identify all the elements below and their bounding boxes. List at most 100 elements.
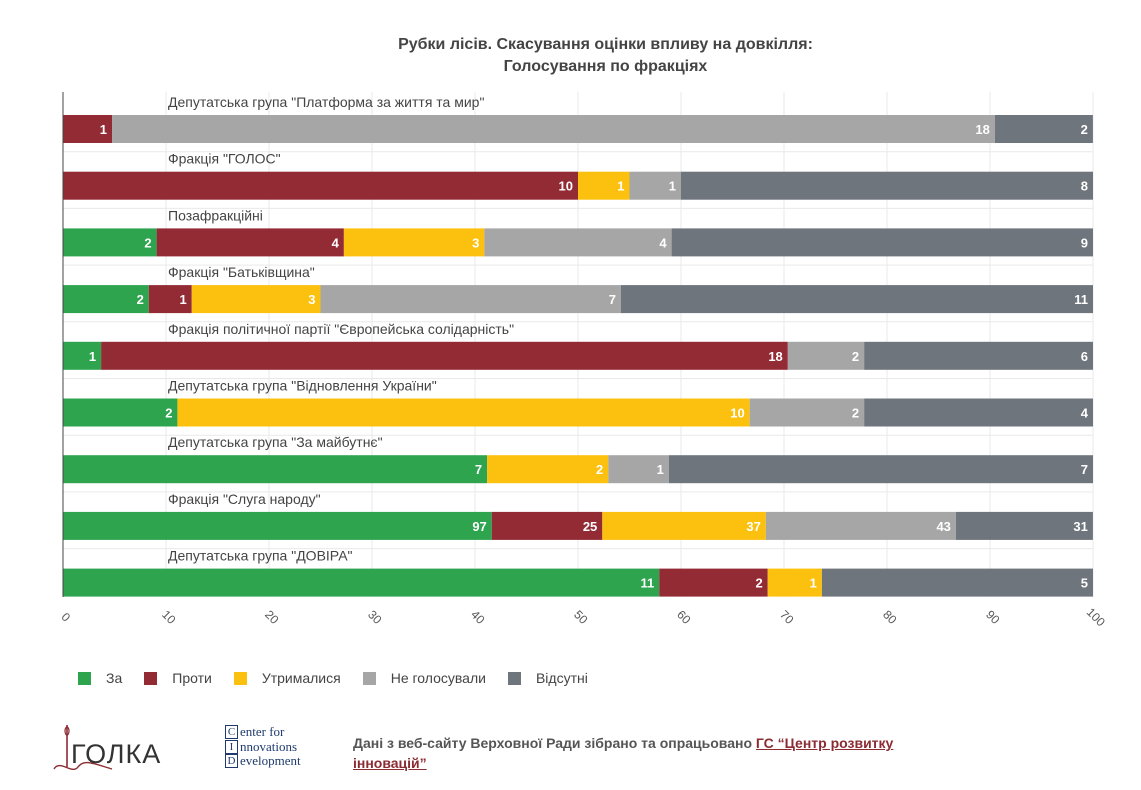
legend-swatch-utrymalysia bbox=[233, 671, 247, 685]
data-label: 37 bbox=[746, 519, 760, 534]
cid-word: enter for bbox=[240, 724, 285, 739]
data-label: 11 bbox=[1074, 292, 1088, 307]
legend-item-utrymalysia[interactable]: Утрималися bbox=[233, 670, 341, 686]
x-tick-label: 10 bbox=[159, 607, 179, 627]
bar-segment bbox=[112, 115, 995, 143]
data-label: 2 bbox=[165, 406, 172, 421]
bar-segment bbox=[668, 455, 1093, 484]
bar-segment bbox=[491, 511, 603, 540]
data-label: 4 bbox=[1081, 406, 1089, 421]
x-tick-label: 90 bbox=[983, 607, 1003, 627]
bar-segment bbox=[767, 568, 822, 597]
legend-swatch-proty bbox=[144, 671, 158, 685]
x-tick-label: 100 bbox=[1084, 605, 1108, 629]
golka-logo-text: ГОЛКА bbox=[71, 739, 162, 769]
category-label: Депутатська група "За майбутнє" bbox=[168, 434, 383, 450]
bar-segment bbox=[63, 341, 102, 370]
bar-segment bbox=[955, 511, 1093, 540]
bar-segment bbox=[177, 398, 750, 427]
legend-swatch-vidsutni bbox=[507, 671, 521, 685]
data-label: 2 bbox=[852, 349, 859, 364]
bar-segment bbox=[681, 171, 1093, 200]
data-label: 2 bbox=[137, 292, 144, 307]
bar-segment bbox=[671, 228, 1093, 257]
bar-segment bbox=[864, 341, 1093, 370]
category-label: Депутатська група "Платформа за життя та… bbox=[168, 94, 484, 110]
cid-initial: I bbox=[225, 739, 238, 754]
data-label: 2 bbox=[755, 576, 762, 591]
legend-label-proty: Проти bbox=[172, 670, 212, 686]
data-label: 18 bbox=[768, 349, 782, 364]
x-tick-label: 30 bbox=[365, 607, 385, 627]
cid-initial: C bbox=[225, 725, 238, 740]
data-label: 10 bbox=[559, 179, 573, 194]
bar-segment bbox=[994, 115, 1093, 143]
data-label: 11 bbox=[641, 576, 655, 591]
data-label: 2 bbox=[852, 406, 859, 421]
x-tick-label: 0 bbox=[59, 610, 74, 625]
bar-segment bbox=[191, 285, 321, 314]
legend-item-za[interactable]: За bbox=[78, 670, 122, 686]
cid-line: C enter for bbox=[225, 724, 301, 740]
bar-segment bbox=[63, 568, 660, 597]
data-label: 1 bbox=[657, 462, 664, 477]
data-label: 10 bbox=[730, 406, 744, 421]
bar-segment bbox=[63, 511, 492, 540]
data-label: 1 bbox=[669, 179, 676, 194]
legend-label-vidsutni: Відсутні bbox=[535, 670, 588, 686]
bar-segment bbox=[101, 341, 788, 370]
bar-segment bbox=[602, 511, 766, 540]
legend-label-ne-holosuvaly: Не голосували bbox=[390, 670, 486, 686]
data-label: 1 bbox=[617, 179, 624, 194]
chart-title-line-1: Рубки лісів. Скасування оцінки впливу на… bbox=[398, 36, 813, 53]
category-label: Депутатська група "Відновлення України" bbox=[168, 378, 437, 394]
source-note: Дані з веб-сайту Верховної Ради зібрано … bbox=[353, 733, 953, 773]
data-label: 2 bbox=[1081, 122, 1088, 137]
category-label: Фракція "Батьківщина" bbox=[168, 264, 315, 280]
bar-segment bbox=[343, 228, 485, 257]
bar-segment bbox=[63, 455, 488, 484]
bar-segment bbox=[63, 228, 157, 257]
bar-segment bbox=[749, 398, 865, 427]
bar-segment bbox=[63, 115, 113, 143]
bar-segment bbox=[578, 171, 630, 200]
category-label: Фракція політичної партії "Європейська с… bbox=[168, 321, 514, 337]
data-label: 1 bbox=[180, 292, 187, 307]
data-label: 7 bbox=[475, 462, 482, 477]
legend-item-ne-holosuvaly[interactable]: Не голосували bbox=[362, 670, 486, 686]
data-label: 8 bbox=[1081, 179, 1088, 194]
data-label: 2 bbox=[144, 235, 151, 250]
data-label: 1 bbox=[89, 349, 96, 364]
cid-word: evelopment bbox=[240, 753, 301, 768]
source-link[interactable]: ГС “Центр розвитку інновацій” bbox=[353, 735, 894, 771]
cid-line: D evelopment bbox=[225, 753, 301, 769]
data-label: 2 bbox=[596, 462, 603, 477]
bar-segment bbox=[156, 228, 344, 257]
cid-word: nnovations bbox=[240, 738, 298, 754]
legend-swatch-za bbox=[78, 671, 91, 685]
bar-segment bbox=[484, 228, 672, 257]
cid-initial: D bbox=[225, 754, 238, 769]
data-label: 3 bbox=[472, 235, 479, 250]
bar-segment bbox=[864, 398, 1093, 427]
bar-segment bbox=[620, 285, 1093, 314]
data-label: 5 bbox=[1081, 576, 1088, 591]
bar-segment bbox=[320, 285, 621, 314]
data-label: 97 bbox=[472, 519, 486, 534]
category-label: Фракція "ГОЛОС" bbox=[168, 151, 281, 167]
x-tick-label: 20 bbox=[262, 607, 282, 627]
legend-label-za: За bbox=[106, 670, 123, 686]
data-label: 4 bbox=[332, 235, 340, 250]
bar-segment bbox=[787, 341, 865, 370]
golka-needle-logo bbox=[53, 725, 113, 770]
legend-item-proty[interactable]: Проти bbox=[144, 670, 212, 686]
category-label: Позафракційні bbox=[168, 207, 263, 223]
data-label: 4 bbox=[659, 235, 667, 250]
category-label: Фракція "Слуга народу" bbox=[168, 491, 321, 507]
data-label: 31 bbox=[1073, 519, 1087, 534]
bar-segment bbox=[63, 171, 578, 200]
cid-line: I nnovations bbox=[225, 738, 301, 755]
legend-item-vidsutni[interactable]: Відсутні bbox=[507, 670, 588, 686]
x-tick-label: 80 bbox=[880, 607, 900, 627]
data-label: 18 bbox=[975, 122, 989, 137]
